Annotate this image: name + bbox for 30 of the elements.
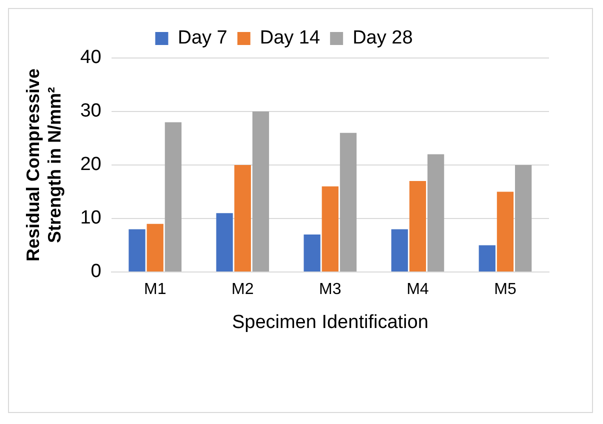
legend-label: Day 14 bbox=[260, 28, 320, 49]
y-axis-title: Residual Compressive Strength in N/mm² bbox=[22, 68, 64, 262]
bar bbox=[409, 181, 426, 272]
bar bbox=[340, 132, 357, 272]
x-tick-label: M1 bbox=[144, 281, 166, 298]
y-tick-label: 40 bbox=[80, 47, 102, 68]
x-tick-label: M4 bbox=[406, 281, 429, 298]
bar bbox=[146, 224, 164, 272]
y-tick-label: 30 bbox=[80, 100, 102, 122]
bar bbox=[128, 229, 146, 272]
legend-label: Day 28 bbox=[352, 28, 413, 49]
x-tick-label: M5 bbox=[494, 281, 516, 298]
bar bbox=[322, 186, 338, 272]
y-tick-label: 10 bbox=[80, 208, 102, 229]
y-tick-label: 20 bbox=[80, 154, 102, 176]
bar bbox=[304, 234, 320, 272]
bar bbox=[496, 192, 514, 272]
bar bbox=[391, 229, 408, 272]
legend-label: Day 7 bbox=[178, 28, 228, 49]
bar bbox=[234, 165, 251, 272]
bar bbox=[252, 112, 270, 272]
y-tick-label: 0 bbox=[90, 261, 102, 282]
x-axis-title: Specimen Identification bbox=[232, 312, 428, 333]
bar bbox=[216, 213, 233, 272]
bar bbox=[164, 122, 182, 272]
bar bbox=[515, 165, 532, 272]
x-tick-label: M3 bbox=[319, 281, 342, 298]
bar bbox=[427, 154, 444, 272]
bar bbox=[478, 245, 496, 272]
x-tick-label: M2 bbox=[232, 281, 254, 298]
